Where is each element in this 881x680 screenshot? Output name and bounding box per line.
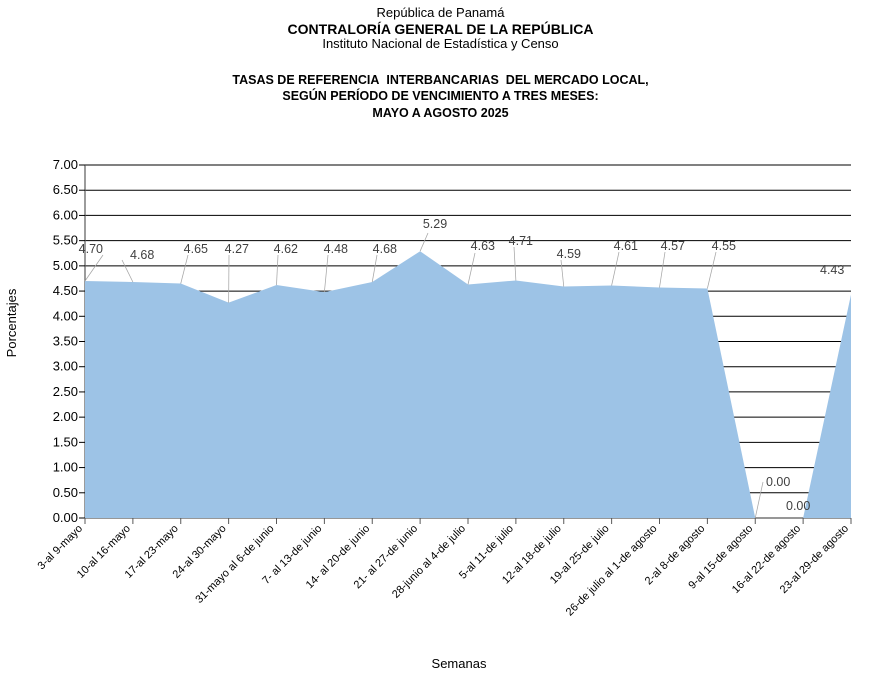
svg-text:3.50: 3.50: [53, 334, 78, 349]
svg-text:4.62: 4.62: [274, 242, 298, 256]
svg-text:4.50: 4.50: [53, 283, 78, 298]
svg-text:31-mayo al 6-de junio: 31-mayo al 6-de junio: [193, 523, 276, 606]
svg-text:4.68: 4.68: [373, 242, 397, 256]
svg-text:4.59: 4.59: [557, 247, 581, 261]
svg-text:0.00: 0.00: [53, 510, 78, 525]
svg-text:4.71: 4.71: [509, 234, 533, 248]
svg-text:4.57: 4.57: [661, 239, 685, 253]
svg-text:4.61: 4.61: [614, 239, 638, 253]
svg-text:3.00: 3.00: [53, 359, 78, 374]
svg-text:1.50: 1.50: [53, 434, 78, 449]
svg-text:1.00: 1.00: [53, 460, 78, 475]
svg-text:4.63: 4.63: [471, 239, 495, 253]
svg-text:0.00: 0.00: [766, 475, 790, 489]
svg-text:0.00: 0.00: [786, 499, 810, 513]
svg-text:4.65: 4.65: [184, 242, 208, 256]
svg-text:4.55: 4.55: [712, 239, 736, 253]
svg-text:4.48: 4.48: [324, 242, 348, 256]
svg-text:Porcentajes: Porcentajes: [4, 288, 19, 357]
svg-text:4.68: 4.68: [130, 248, 154, 262]
svg-text:26-de julio al 1-de agosto: 26-de julio al 1-de agosto: [564, 523, 660, 619]
svg-text:5.29: 5.29: [423, 217, 447, 231]
svg-text:2.00: 2.00: [53, 409, 78, 424]
svg-text:4.27: 4.27: [225, 242, 249, 256]
svg-text:5.50: 5.50: [53, 233, 78, 248]
svg-text:2.50: 2.50: [53, 384, 78, 399]
svg-text:6.00: 6.00: [53, 207, 78, 222]
svg-text:7.00: 7.00: [53, 157, 78, 172]
svg-text:4.43: 4.43: [820, 263, 844, 277]
svg-text:0.50: 0.50: [53, 485, 78, 500]
svg-text:4.00: 4.00: [53, 308, 78, 323]
svg-text:3-al 9-mayo: 3-al 9-mayo: [36, 523, 86, 573]
svg-text:4.70: 4.70: [79, 242, 103, 256]
svg-text:Semanas: Semanas: [432, 656, 487, 671]
svg-text:5.00: 5.00: [53, 258, 78, 273]
svg-text:6.50: 6.50: [53, 182, 78, 197]
